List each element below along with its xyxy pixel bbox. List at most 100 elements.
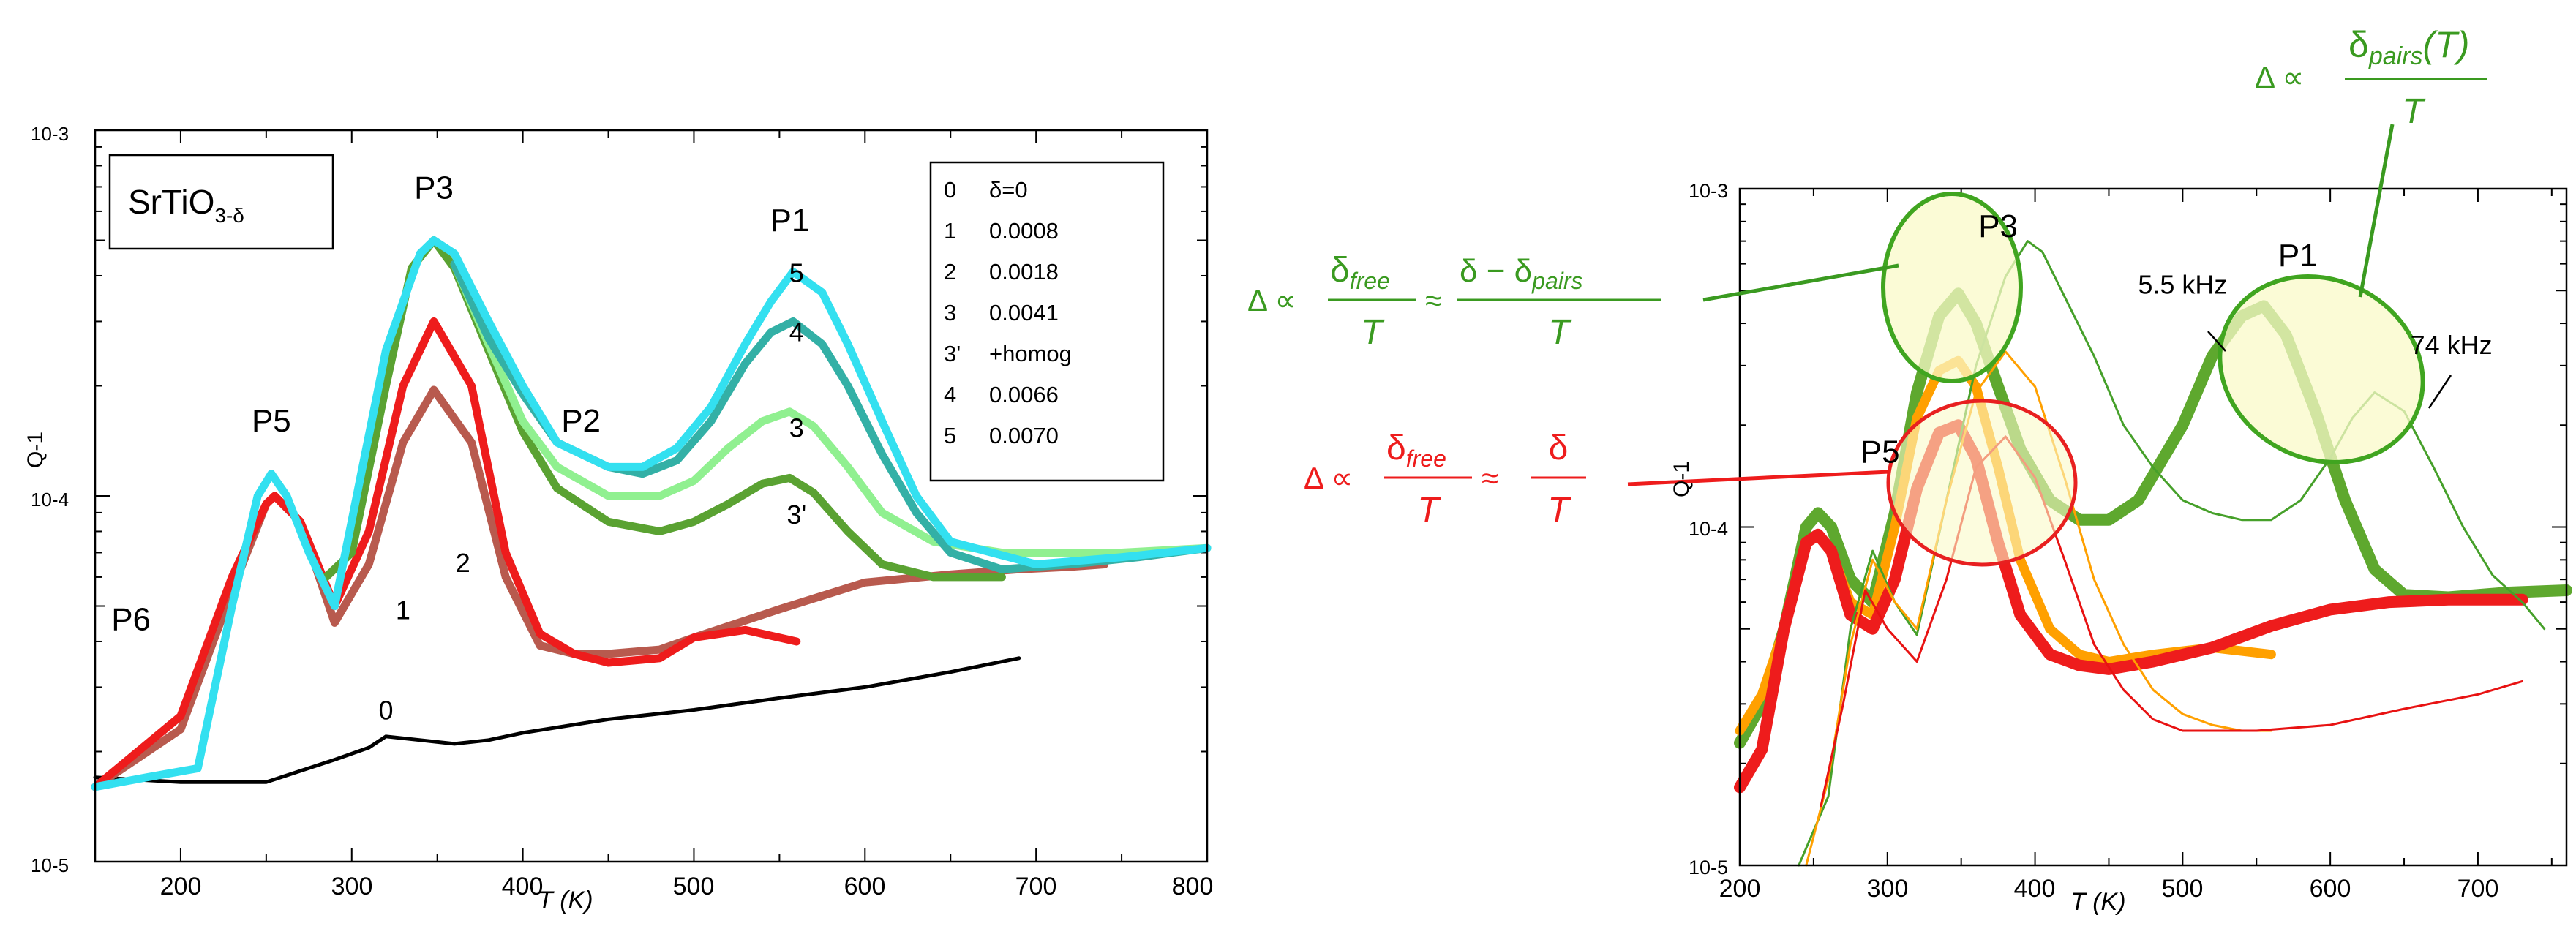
left-ytick-1e-5: 10-5 [31, 854, 69, 876]
right-ytick-1e-4: 10-4 [1689, 518, 1728, 540]
left-series-0 [93, 656, 1021, 784]
left-curve-label: 1 [396, 595, 410, 625]
left-xtick-200: 200 [160, 873, 202, 900]
right-xtick-400: 400 [2014, 875, 2056, 903]
svg-text:≈: ≈ [1482, 461, 1498, 495]
svg-text:≈: ≈ [1425, 283, 1442, 317]
left-curve-label: 3' [786, 500, 806, 530]
svg-text:δ: δ [1549, 429, 1569, 467]
right-xtick-300: 300 [1867, 875, 1909, 903]
left-series-3 [450, 260, 1212, 557]
left-peak-label: P2 [561, 403, 601, 439]
left-series-2 [91, 317, 801, 791]
right-y-axis-label: Q-1 [1670, 461, 1694, 497]
legend-box [929, 161, 1165, 482]
right-xtick-200: 200 [1719, 875, 1761, 903]
connector-free-pairs [1702, 263, 1899, 302]
legend-key: 4 [944, 382, 956, 407]
left-x-axis-label: T (K) [538, 887, 593, 914]
right-series-green-thin [1798, 240, 2546, 867]
svg-text:δfree: δfree [1386, 429, 1446, 472]
legend-value: δ=0 [989, 177, 1028, 203]
left-ytick-1e-3: 10-3 [31, 123, 69, 145]
connector-pairs [2358, 124, 2395, 298]
right-freq-label: 74 kHz [2411, 330, 2493, 360]
legend-value: 0.0018 [989, 259, 1059, 285]
sample-label: SrTiO3-δ [128, 183, 244, 227]
left-xtick-300: 300 [331, 873, 373, 900]
svg-text:δfree: δfree [1330, 251, 1390, 294]
left-curve-label: 2 [456, 548, 470, 578]
formula-free: Δ ∝ δfree T ≈ δ T [1304, 429, 1586, 530]
left-curve-label: 3 [789, 413, 804, 443]
legend-key: 1 [944, 218, 956, 244]
right-freq-label: 5.5 kHz [2138, 269, 2227, 299]
formula-pairs: Δ ∝ δpairs(T) T [2255, 24, 2487, 131]
pointer-5-5khz [2207, 331, 2226, 352]
left-series [91, 236, 1212, 791]
right-plot-frame [1738, 187, 2568, 867]
ellipse-p5 [1886, 399, 2078, 567]
legend-key: 2 [944, 259, 956, 285]
legend-value: 0.0066 [989, 382, 1059, 407]
legend-key: 0 [944, 177, 956, 203]
left-xtick-400: 400 [502, 873, 544, 900]
right-xtick-700: 700 [2457, 875, 2499, 903]
right-annotations: P3 P1 P5 5.5 kHz 74 kHz [1860, 208, 2493, 470]
svg-text:T: T [1547, 491, 1571, 530]
left-series-5 [91, 236, 1212, 791]
right-series-green-thick [1734, 287, 2572, 749]
left-xtick-800: 800 [1172, 873, 1214, 900]
right-xtick-500: 500 [2162, 875, 2204, 903]
right-peak-label: P5 [1860, 434, 1900, 470]
left-plot-frame [94, 129, 1209, 863]
svg-text:T: T [1417, 491, 1441, 530]
svg-text:Δ ∝: Δ ∝ [1247, 283, 1296, 317]
svg-text:T: T [1361, 313, 1385, 352]
legend-value: 0.0008 [989, 218, 1059, 244]
left-annotations: P6 P5 P3 P2 P1 5 4 3 3' 2 1 0 [111, 170, 809, 726]
right-peak-label: P3 [1978, 208, 2018, 244]
pointer-74khz [2427, 375, 2452, 409]
left-y-axis-label: Q-1 [23, 432, 48, 468]
legend-key: 3' [944, 341, 961, 366]
right-ytick-1e-3: 10-3 [1689, 180, 1728, 202]
left-peak-label: P1 [770, 203, 810, 238]
legend: 0 δ=0 1 0.0008 2 0.0018 3 0.0041 3' +homog 4 0.0066… [944, 177, 1072, 448]
right-chart: 10-5 10-4 10-3 200 300 400 500 600 700 T… [1247, 24, 2572, 916]
right-ytick-1e-5: 10-5 [1689, 857, 1728, 878]
svg-text:T: T [1548, 313, 1572, 352]
svg-text:δ − δpairs: δ − δpairs [1460, 253, 1583, 294]
left-peak-label: P6 [111, 601, 151, 637]
left-xtick-600: 600 [844, 873, 886, 900]
svg-text:T: T [2402, 92, 2426, 131]
ellipse-p3 [1881, 192, 2023, 383]
right-x-axis-label: T (K) [2070, 888, 2126, 916]
right-peak-label: P1 [2278, 238, 2318, 274]
left-xtick-700: 700 [1015, 873, 1057, 900]
svg-text:δpairs(T): δpairs(T) [2348, 24, 2469, 70]
formula-free-pairs: Δ ∝ δfree T ≈ δ − δpairs T [1247, 251, 1661, 352]
left-xtick-500: 500 [673, 873, 715, 900]
connector-free [1627, 470, 1890, 486]
legend-key: 5 [944, 423, 956, 448]
left-ticks [94, 130, 1208, 862]
sample-label-box [108, 154, 334, 250]
ellipse-p1 [2218, 274, 2425, 464]
left-ytick-1e-4: 10-4 [31, 489, 69, 511]
svg-text:Δ ∝: Δ ∝ [2255, 60, 2304, 94]
right-series-orange-thin [1805, 350, 2272, 867]
left-peak-label: P5 [252, 403, 291, 439]
right-xtick-600: 600 [2310, 875, 2351, 903]
left-curve-label: 4 [789, 317, 804, 347]
left-curve-label: 0 [379, 695, 394, 725]
legend-key: 3 [944, 300, 956, 325]
left-chart: 10-5 10-4 10-3 200 300 400 500 600 700 8… [23, 123, 1213, 914]
legend-value: 0.0041 [989, 300, 1059, 325]
right-series-red-thin [1820, 435, 2523, 808]
svg-text:Δ ∝: Δ ∝ [1304, 461, 1353, 495]
left-curve-label: 5 [789, 257, 804, 287]
legend-value: 0.0070 [989, 423, 1059, 448]
legend-value: +homog [989, 341, 1072, 366]
